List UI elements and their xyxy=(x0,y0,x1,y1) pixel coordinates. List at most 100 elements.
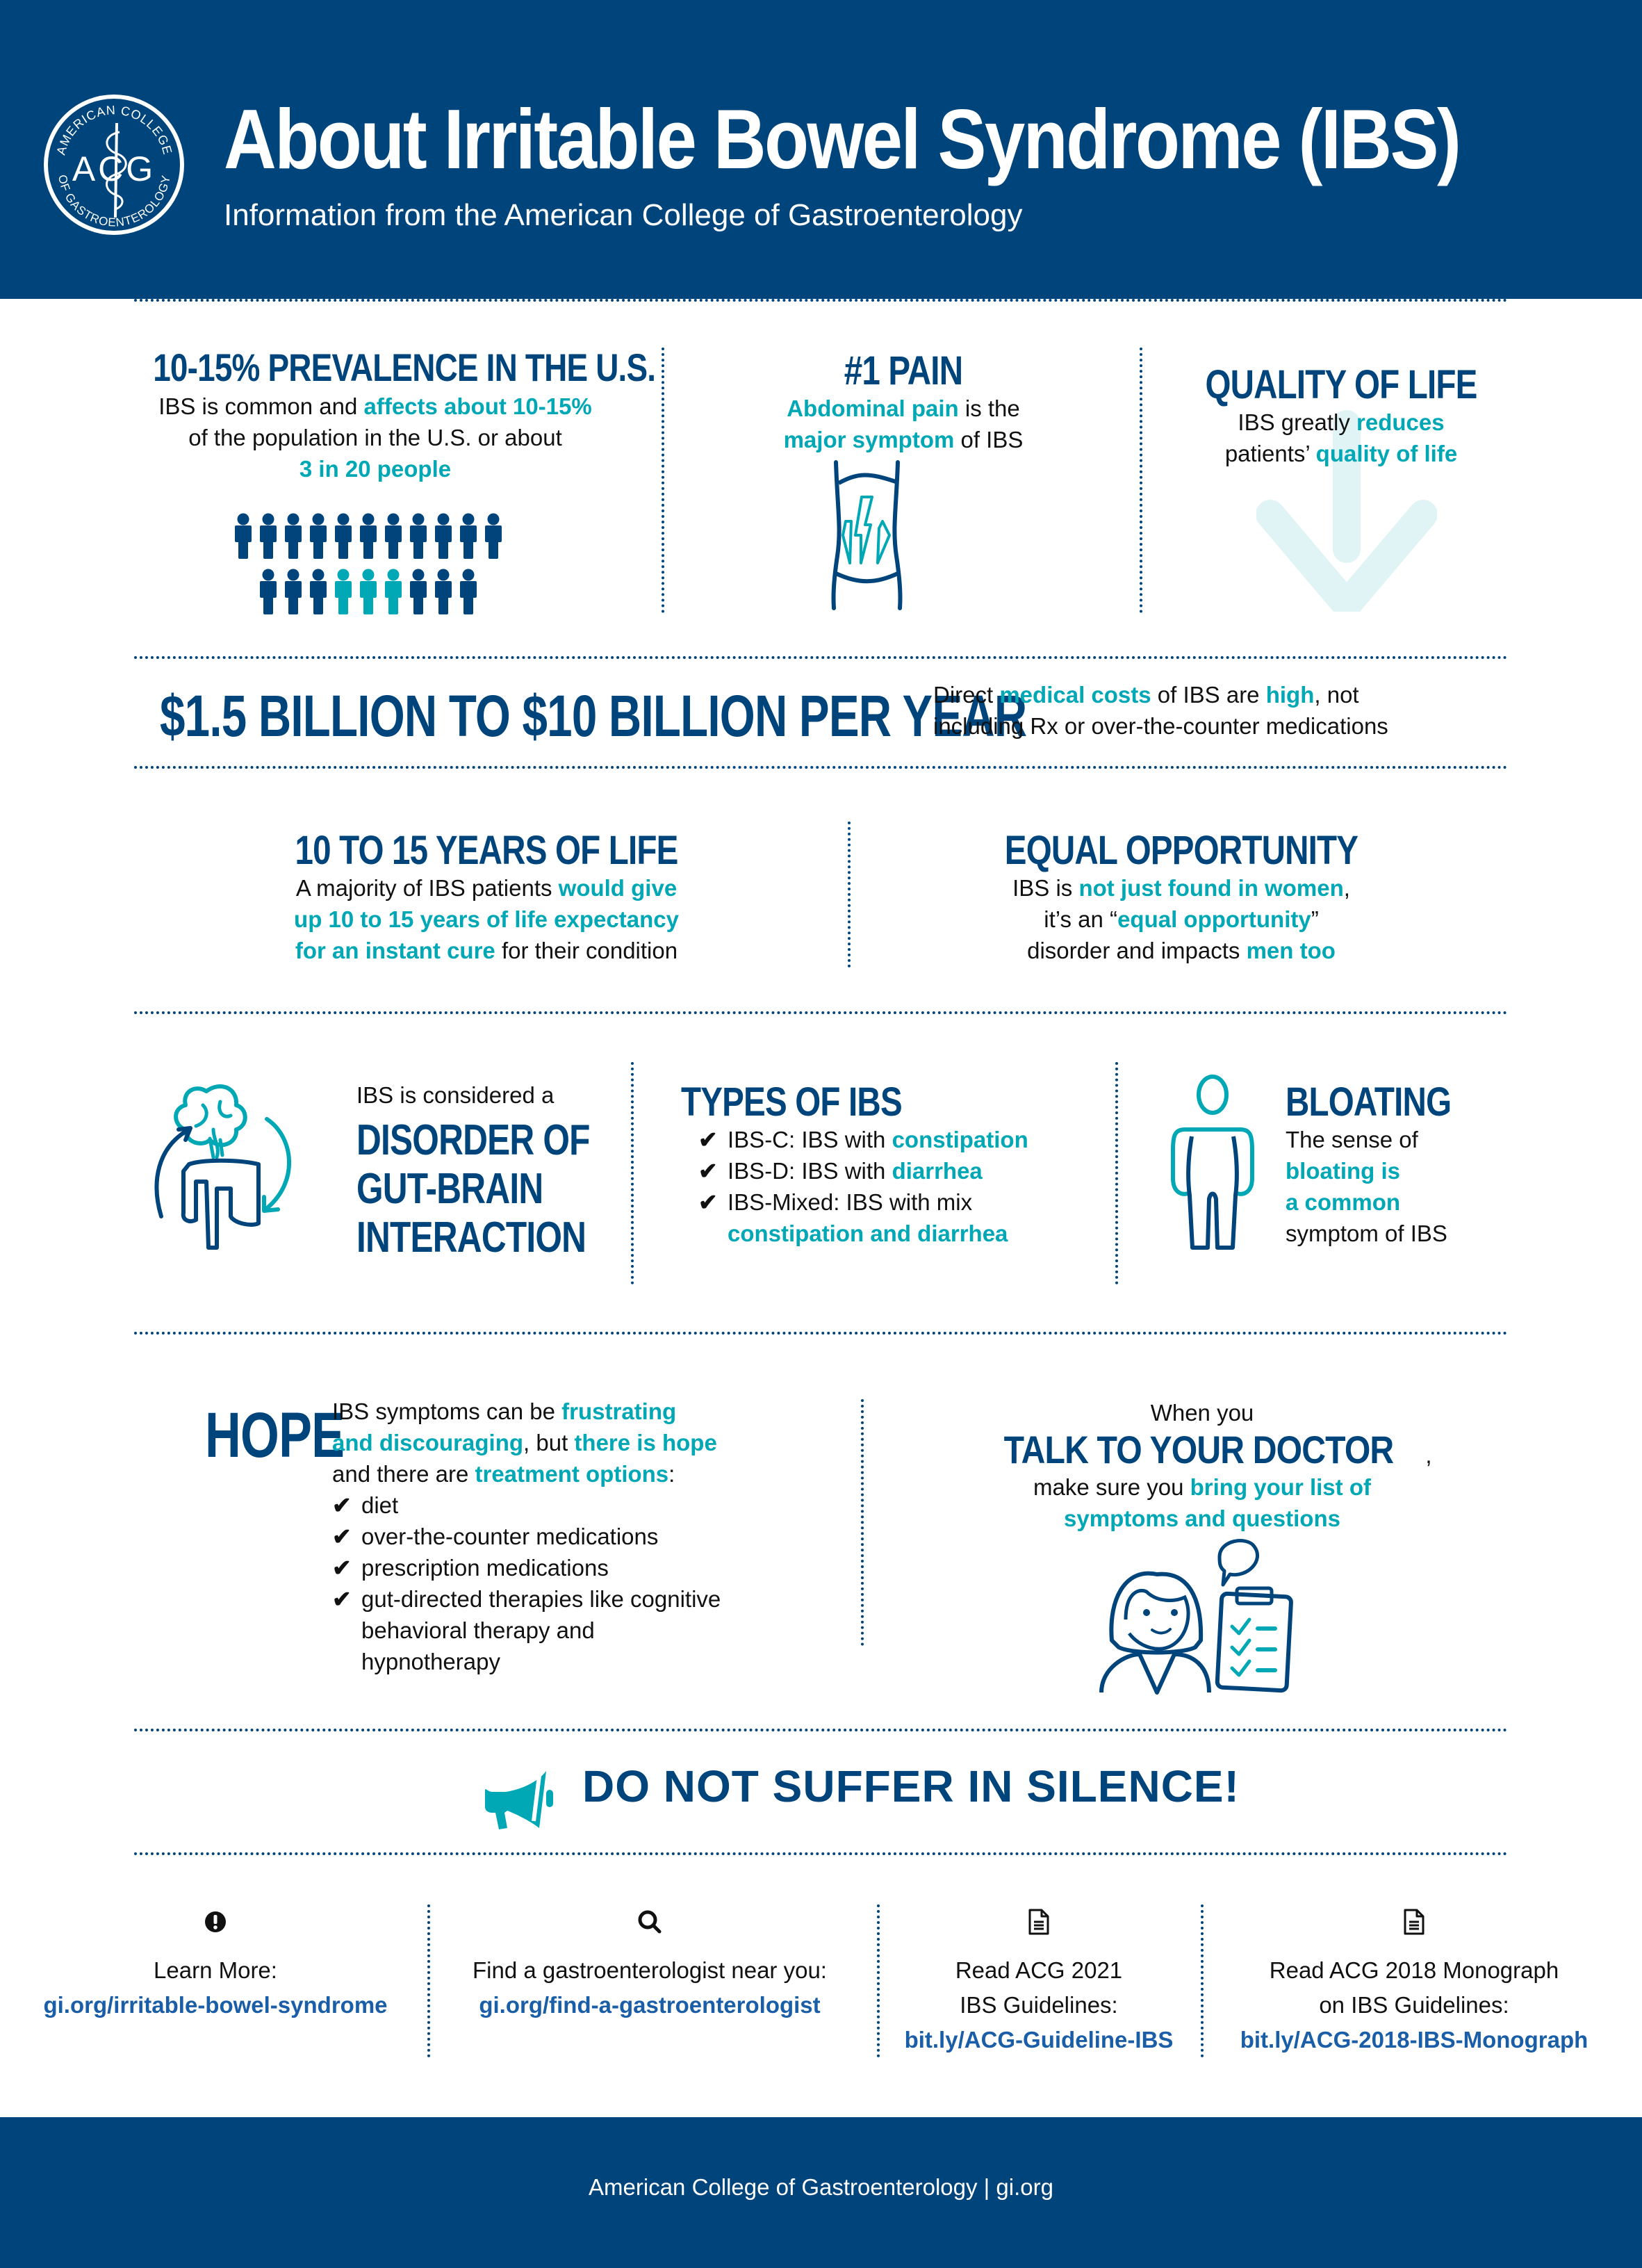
treatment-options-list: ✔ diet ✔ over-the-counter medications ✔ presc… xyxy=(332,1490,721,1677)
highlight: quality of life xyxy=(1315,441,1458,466)
doctor-heading: TALK TO YOUR DOCTOR, xyxy=(959,1428,1445,1471)
text: , xyxy=(1425,1442,1432,1468)
years-text: A majority of IBS patients would give up… xyxy=(229,872,744,966)
highlight: not just found in women xyxy=(1078,875,1344,901)
document-icon xyxy=(879,1904,1199,1939)
resource-link[interactable]: bit.ly/ACG-2018-IBS-Monograph xyxy=(1240,2027,1588,2053)
resource-guidelines-2021: Read ACG 2021 IBS Guidelines: bit.ly/ACG… xyxy=(879,1904,1199,2057)
resource-link[interactable]: gi.org/irritable-bowel-syndrome xyxy=(43,1992,388,2018)
people-row xyxy=(229,513,507,559)
text: symptom of IBS xyxy=(1286,1221,1447,1246)
highlight: a common xyxy=(1286,1189,1401,1215)
treatment-option: ✔ gut-directed therapies like cognitive b… xyxy=(332,1583,721,1677)
text: over-the-counter medications xyxy=(361,1524,659,1549)
text: make sure you xyxy=(1033,1474,1190,1500)
svg-text:ACG: ACG xyxy=(72,149,156,188)
doctor-clipboard-icon xyxy=(1099,1539,1293,1695)
checkmark-icon: ✔ xyxy=(332,1586,352,1612)
text: IBS is xyxy=(1012,875,1079,901)
person-icon xyxy=(435,513,452,559)
text: , but xyxy=(523,1430,575,1455)
highlight: bring your list of xyxy=(1190,1474,1371,1500)
text: including Rx or over-the-counter medicat… xyxy=(933,713,1388,739)
exclamation-icon xyxy=(28,1904,403,1939)
prevalence-text: IBS is common and affects about 10-15% o… xyxy=(104,391,646,484)
doctor-text: make sure you bring your list of symptom… xyxy=(959,1471,1445,1534)
divider xyxy=(631,1062,634,1284)
divider xyxy=(427,1904,430,2057)
text: IBS is common and xyxy=(158,393,364,419)
person-icon xyxy=(460,513,477,559)
text: IBS-D: IBS with xyxy=(728,1158,892,1184)
text: of IBS are xyxy=(1151,682,1266,708)
divider xyxy=(1201,1904,1204,2057)
person-icon xyxy=(335,513,352,559)
years-heading: 10 TO 15 YEARS OF LIFE xyxy=(295,828,678,873)
divider xyxy=(134,766,1508,769)
text: IBS-Mixed: IBS with mix xyxy=(728,1189,973,1215)
treatment-option: ✔ over-the-counter medications xyxy=(332,1521,721,1552)
person-icon xyxy=(235,513,252,559)
resource-link[interactable]: bit.ly/ACG-Guideline-IBS xyxy=(904,2027,1174,2053)
cost-heading: $1.5 BILLION TO $10 BILLION PER YEAR xyxy=(160,683,1027,749)
highlight: there is hope xyxy=(574,1430,717,1455)
highlight: symptoms and questions xyxy=(1064,1506,1340,1531)
highlight: medical costs xyxy=(999,682,1151,708)
gut-brain-heading-line: INTERACTION xyxy=(356,1214,586,1262)
text: prescription medications xyxy=(361,1555,609,1581)
divider xyxy=(877,1904,880,2057)
person-icon xyxy=(260,569,277,614)
person-icon xyxy=(435,569,452,614)
text: IBS greatly xyxy=(1238,409,1356,435)
text: is the xyxy=(958,395,1020,421)
acg-logo-icon: AMERICAN COLLEGE OF GASTROENTEROLOGY ACG xyxy=(44,95,184,235)
prevalence-heading: 10-15% PREVALENCE IN THE U.S. xyxy=(153,345,656,389)
divider xyxy=(134,1729,1508,1731)
gut-brain-heading: DISORDER OF GUT-BRAIN INTERACTION xyxy=(356,1116,648,1262)
person-icon xyxy=(335,569,352,614)
divider xyxy=(861,1399,864,1646)
highlight: affects about 10-15% xyxy=(363,393,592,419)
text: : xyxy=(668,1461,675,1487)
highlight: equal opportunity xyxy=(1117,906,1311,932)
megaphone-icon xyxy=(485,1771,553,1829)
cost-text: Direct medical costs of IBS are high, no… xyxy=(933,679,1388,742)
text: IBS symptoms can be xyxy=(332,1398,562,1424)
person-icon xyxy=(285,569,302,614)
person-icon xyxy=(385,513,402,559)
gut-brain-heading-line: DISORDER OF xyxy=(356,1116,590,1164)
types-item: ✔ IBS-C: IBS with constipation xyxy=(698,1124,1112,1155)
person-icon xyxy=(310,513,327,559)
text: disorder and impacts xyxy=(1027,938,1247,963)
highlight: frustrating xyxy=(561,1398,677,1424)
text: of the population in the U.S. or about xyxy=(188,425,562,450)
resource-learn-more: Learn More: gi.org/irritable-bowel-syndr… xyxy=(28,1904,403,2023)
treatment-option: ✔ diet xyxy=(332,1490,721,1521)
divider xyxy=(1115,1062,1118,1284)
highlight: constipation and diarrhea xyxy=(728,1221,1008,1246)
highlight: major symptom xyxy=(783,427,955,452)
person-icon xyxy=(385,569,402,614)
resource-label: IBS Guidelines: xyxy=(960,1992,1118,2018)
checkmark-icon: ✔ xyxy=(332,1555,352,1581)
highlight: high xyxy=(1265,682,1315,708)
abdomen-lightning-icon xyxy=(831,460,903,610)
pain-text: Abdominal pain is the major symptom of I… xyxy=(695,393,1112,455)
hope-text: IBS symptoms can be frustrating and disc… xyxy=(332,1396,832,1490)
highlight: men too xyxy=(1246,938,1336,963)
text: gut-directed therapies like cognitive be… xyxy=(361,1586,721,1674)
pain-heading: #1 PAIN xyxy=(844,348,963,393)
types-heading: TYPES OF IBS xyxy=(681,1079,903,1125)
people-row xyxy=(229,569,507,614)
bloating-text: The sense of bloating is a common sympto… xyxy=(1286,1124,1488,1249)
resource-link[interactable]: gi.org/find-a-gastroenterologist xyxy=(479,1992,821,2018)
text: and there are xyxy=(332,1461,475,1487)
highlight: treatment options xyxy=(475,1461,669,1487)
hope-heading: HOPE xyxy=(205,1400,345,1471)
checkmark-icon: ✔ xyxy=(332,1524,352,1549)
person-icon xyxy=(285,513,302,559)
person-icon xyxy=(360,513,377,559)
highlight: bloating is xyxy=(1286,1158,1400,1184)
person-icon xyxy=(410,513,427,559)
highlight: diarrhea xyxy=(892,1158,983,1184)
